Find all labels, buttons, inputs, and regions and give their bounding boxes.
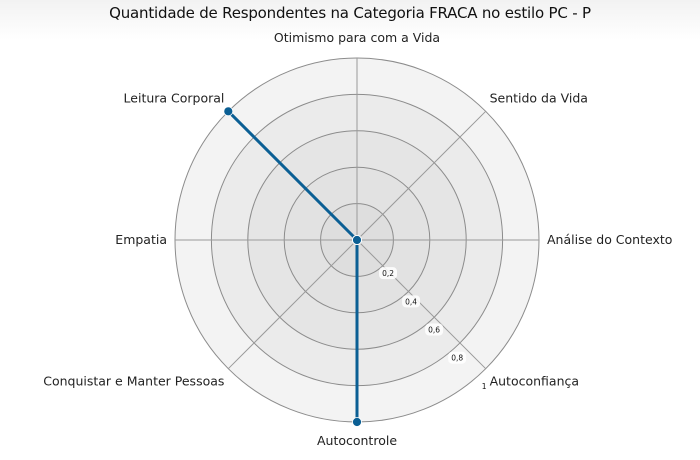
radial-tick-label: 0,4: [405, 297, 417, 306]
tick-label-background: [448, 351, 467, 364]
radar-axis-labels: Otimismo para com a Vida Sentido da Vida A…: [43, 30, 672, 448]
axis-label: Leitura Corporal: [124, 91, 225, 106]
data-point: [223, 106, 234, 117]
tick-label-background: [402, 295, 421, 308]
tick-label-background: [425, 323, 444, 336]
radar-spoke: [356, 239, 487, 370]
radar-ticks: 0,2 0,4 0,6 0,8 1: [379, 267, 487, 391]
tick-label-background: [379, 267, 398, 280]
data-point: [352, 417, 362, 427]
radial-tick-label: 0,2: [382, 269, 394, 278]
axis-label: Autocontrole: [317, 433, 397, 448]
chart-title: Quantidade de Respondentes na Categoria …: [109, 4, 591, 22]
radial-tick-label: 0,8: [451, 354, 463, 363]
radial-tick-label: 0,6: [428, 326, 440, 335]
radar-spoke: [356, 110, 487, 241]
radial-tick-label: 1: [482, 382, 487, 391]
axis-label: Empatia: [115, 232, 167, 247]
axis-label: Otimismo para com a Vida: [274, 30, 440, 45]
axis-label: Análise do Contexto: [547, 232, 672, 247]
radar-series: [223, 106, 362, 427]
data-point: [352, 235, 362, 245]
axis-label: Conquistar e Manter Pessoas: [43, 373, 224, 388]
axis-label: Sentido da Vida: [490, 91, 588, 106]
radar-spoke: [227, 239, 358, 370]
axis-label: Autoconfiança: [490, 373, 579, 388]
